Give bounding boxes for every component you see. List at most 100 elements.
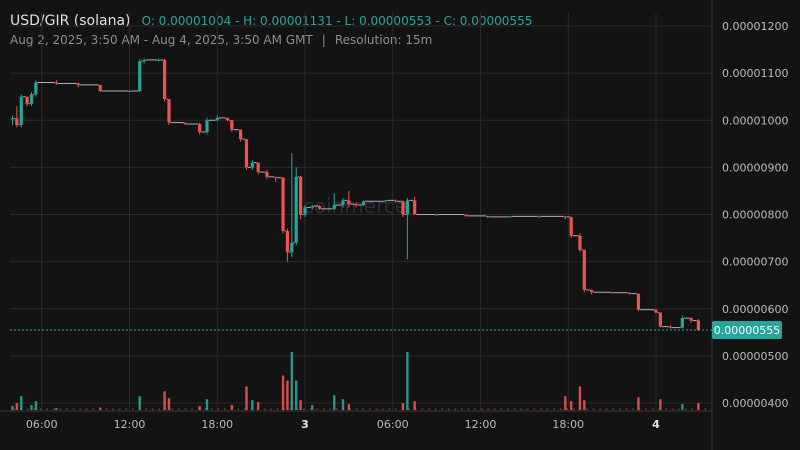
candle-body [290,242,294,253]
volume-bar [205,399,209,410]
volume-bar [349,408,351,410]
volume-bar [480,408,483,410]
volume-bar [678,408,680,410]
volume-bar [599,408,601,410]
candle-body [394,200,398,202]
volume-bar [296,408,299,410]
volume-bar [559,408,562,410]
volume-bar [230,405,234,410]
last-price-label: 0.00000555 [714,324,780,337]
resolution-label: Resolution: 15m [334,33,433,47]
volume-bar [605,408,608,410]
volume-bar [224,408,226,410]
volume-bar [105,408,108,410]
candle-body [413,200,417,215]
volume-bar [697,403,700,410]
candle-body [582,249,586,290]
volume-bar [637,397,640,410]
candle-body [294,176,298,243]
volume-bar [632,408,634,410]
volume-bar [375,408,378,410]
volume-bar [151,408,154,410]
volume-bar [638,408,641,410]
volume-bar [347,404,351,410]
candle-body [628,292,632,294]
volume-bar [447,408,450,410]
volume-bar [184,408,187,410]
volume-bar [198,406,201,410]
volume-bar [651,408,654,410]
volume-bar [145,408,147,410]
candle-body [405,200,409,215]
volume-bar [286,380,289,410]
volume-bar [540,408,542,410]
candle-body [265,172,269,177]
volume-bar [494,408,496,410]
volume-bar [263,408,266,410]
x-tick-label: 18:00 [201,418,233,431]
volume-bar [619,408,621,410]
x-tick-label: 18:00 [552,418,584,431]
y-tick-label: 0.00001200 [722,20,788,33]
volume-bar [625,408,628,410]
volume-bar [295,380,298,410]
volume-bar [698,408,700,410]
candle-body [669,326,673,328]
volume-bar [704,408,707,410]
candle-body [127,91,132,93]
candle-body [310,206,314,208]
candle-body [162,59,167,100]
volume-bar [578,386,582,410]
volume-bar [586,408,588,410]
volume-bar [401,403,405,410]
volume-bar [546,408,549,410]
ohlc-readout: O: 0.00001004 - H: 0.00001131 - L: 0.000… [141,14,533,28]
candle-body [25,96,29,104]
volume-bar [125,408,128,410]
candle-body [383,200,388,202]
volume-bar [428,408,430,410]
candle-body [198,124,202,133]
volume-bar [290,408,292,410]
candle-body [347,200,351,205]
y-tick-label: 0.00000400 [722,397,788,410]
volume-bar [406,352,409,410]
candle-body [167,99,171,123]
candle-body [680,318,684,328]
volume-bar [59,408,62,410]
candle-body [15,118,19,125]
volume-bars [11,352,707,410]
volume-bar [13,408,16,410]
volume-bar [276,408,279,410]
volume-bar [362,408,364,410]
candle-body [590,289,594,293]
date-range: Aug 2, 2025, 3:50 AM - Aug 4, 2025, 3:50… [10,33,313,47]
volume-bar [15,403,19,410]
volume-bar [20,396,23,410]
volume-bar [66,408,68,410]
candle-body [689,318,693,321]
volume-bar [684,408,687,410]
volume-bar [33,408,35,410]
volume-bar [579,408,582,410]
volume-bar [566,408,569,410]
x-tick-label: 12:00 [465,418,497,431]
volume-bar [592,408,595,410]
volume-bar [290,352,294,410]
candle-body [464,214,468,216]
candle-body [318,206,322,209]
volume-bar [237,408,239,410]
volume-bar [46,408,49,410]
volume-bar [415,408,417,410]
volume-bar [250,408,253,410]
volume-bar [583,400,586,410]
candle-body [239,129,243,140]
volume-bar [513,408,516,410]
candle-body [98,84,102,92]
candle-body [435,214,439,216]
y-tick-label: 0.00001100 [722,67,788,80]
volume-bar [163,391,166,410]
candles [10,58,700,331]
